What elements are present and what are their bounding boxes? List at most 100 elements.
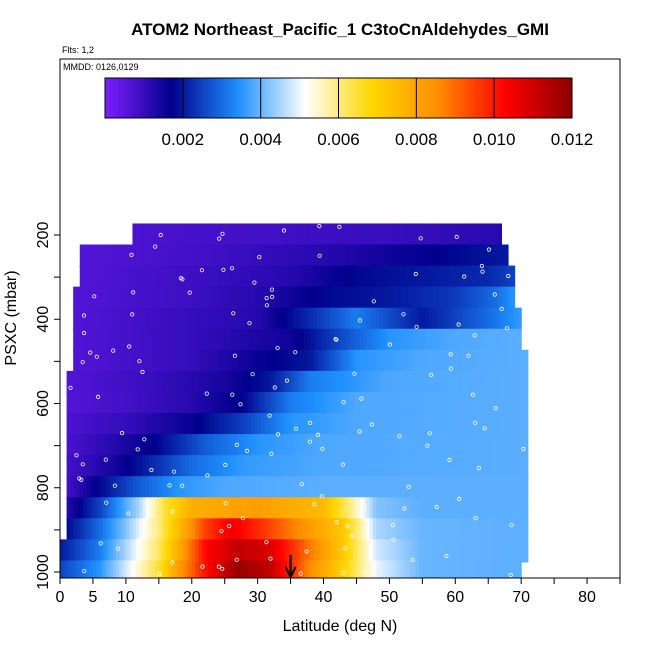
- heatmap-cell: [119, 286, 124, 310]
- heatmap-row: [66, 391, 529, 416]
- heatmap-cell: [412, 539, 417, 563]
- heatmap-cell: [244, 265, 249, 289]
- heatmap-cell: [402, 286, 407, 310]
- heatmap-cell: [392, 328, 397, 352]
- heatmap-cell: [303, 307, 308, 331]
- heatmap-cell: [336, 307, 341, 331]
- heatmap-cell: [228, 307, 232, 331]
- heatmap-cell: [501, 413, 506, 437]
- heatmap-cell: [320, 497, 325, 521]
- heatmap-cell: [152, 497, 157, 521]
- heatmap-cell: [122, 370, 127, 394]
- heatmap-cell: [330, 413, 335, 437]
- heatmap-cell: [181, 476, 186, 500]
- heatmap-cell: [422, 560, 427, 578]
- heatmap-cell: [346, 244, 351, 268]
- heatmap-cell: [511, 349, 516, 373]
- heatmap-cell: [195, 391, 199, 416]
- heatmap-cell: [458, 560, 463, 578]
- heatmap-cell: [208, 286, 213, 310]
- heatmap-cell: [465, 413, 470, 437]
- heatmap-cell: [501, 434, 506, 458]
- heatmap-cell: [102, 391, 107, 416]
- heatmap-cell: [310, 370, 315, 394]
- heatmap-cell: [386, 370, 391, 394]
- heatmap-cell: [343, 560, 348, 578]
- heatmap-cell: [102, 434, 107, 458]
- heatmap-cell: [208, 518, 213, 542]
- heatmap-cell: [66, 476, 71, 500]
- heatmap-cell: [320, 560, 325, 578]
- heatmap-cell: [389, 539, 394, 563]
- heatmap-cell: [155, 286, 160, 310]
- heatmap-cell: [452, 349, 456, 373]
- heatmap-cell: [419, 434, 423, 458]
- heatmap-cell: [359, 391, 364, 416]
- heatmap-cell: [198, 497, 203, 521]
- heatmap-cell: [228, 244, 232, 268]
- heatmap-cell: [158, 434, 163, 458]
- observation-point: [293, 426, 299, 431]
- heatmap-cell: [432, 223, 437, 247]
- heatmap-cell: [428, 497, 433, 521]
- observation-point: [205, 473, 210, 478]
- heatmap-cell: [356, 497, 361, 521]
- heatmap-cell: [382, 539, 387, 563]
- observation-point: [434, 504, 439, 510]
- heatmap-cell: [353, 349, 358, 373]
- heatmap-cell: [63, 539, 68, 563]
- heatmap-cell: [181, 539, 186, 563]
- heatmap-cell: [412, 307, 417, 331]
- observation-point: [219, 528, 224, 534]
- heatmap-cell: [264, 307, 269, 331]
- heatmap-cell: [491, 391, 496, 416]
- heatmap-cell: [274, 391, 279, 416]
- heatmap-cell: [132, 560, 137, 578]
- heatmap-cell: [455, 349, 460, 373]
- heatmap-cell: [264, 265, 269, 289]
- heatmap-cell: [122, 455, 127, 479]
- heatmap-cell: [310, 434, 315, 458]
- heatmap-cell: [148, 286, 153, 310]
- heatmap-cell: [369, 413, 374, 437]
- heatmap-cell: [102, 307, 107, 331]
- heatmap-cell: [76, 307, 81, 331]
- heatmap-cell: [412, 455, 417, 479]
- heatmap-cell: [386, 349, 391, 373]
- heatmap-cell: [89, 391, 94, 416]
- observation-point: [82, 569, 87, 574]
- heatmap-cell: [356, 391, 361, 416]
- heatmap-cell: [152, 518, 157, 542]
- heatmap-cell: [188, 265, 193, 289]
- heatmap-cell: [139, 244, 143, 268]
- heatmap-cell: [257, 560, 262, 578]
- observation-point: [217, 236, 222, 241]
- heatmap-cell: [99, 370, 104, 394]
- heatmap-cell: [218, 497, 223, 521]
- heatmap-cell: [139, 223, 143, 247]
- heatmap-cell: [96, 265, 101, 289]
- heatmap-cell: [251, 539, 255, 563]
- heatmap-cell: [356, 286, 361, 310]
- heatmap-cell: [409, 286, 414, 310]
- heatmap-cell: [221, 539, 226, 563]
- heatmap-cell: [478, 307, 483, 331]
- observation-point: [341, 570, 346, 575]
- heatmap-cell: [498, 307, 503, 331]
- heatmap-cell: [224, 476, 229, 500]
- heatmap-cell: [320, 370, 325, 394]
- heatmap-cell: [435, 244, 440, 268]
- heatmap-cell: [122, 328, 127, 352]
- heatmap-cell: [326, 286, 331, 310]
- heatmap-cell: [175, 497, 180, 521]
- observation-point: [499, 306, 504, 311]
- heatmap-cell: [119, 497, 124, 521]
- heatmap-cell: [363, 476, 367, 500]
- heatmap-cell: [241, 476, 246, 500]
- heatmap-cell: [316, 265, 321, 289]
- heatmap-cell: [491, 370, 496, 394]
- x-tick-label: 80: [578, 589, 596, 606]
- heatmap-cell: [287, 413, 292, 437]
- heatmap-cell: [438, 286, 443, 310]
- heatmap-cell: [336, 328, 341, 352]
